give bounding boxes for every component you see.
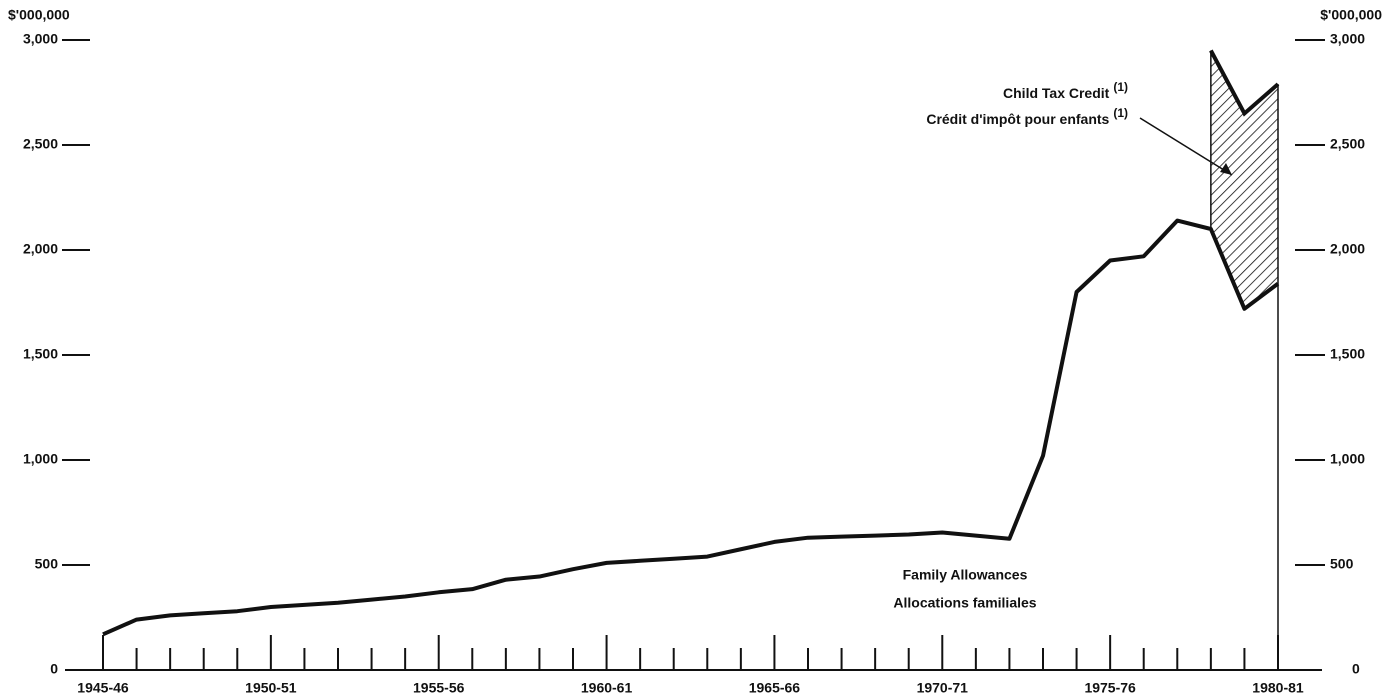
series-label: Allocations familiales [893,595,1036,611]
series-label: Child Tax Credit (1) [1003,80,1128,101]
y-tick-label: 1,000 [23,451,58,467]
y2-tick-label: 0 [1352,661,1360,677]
tax-credit-area [1210,50,1278,309]
series-name: Crédit d'impôt pour enfants [926,111,1109,127]
x-tick-label: 1950-51 [245,680,297,696]
y2-tick-label: 1,500 [1330,346,1365,362]
series-label: Family Allowances [903,567,1028,583]
series-label: Crédit d'impôt pour enfants (1) [926,106,1128,127]
series-note: (1) [1113,106,1128,120]
x-tick-label: 1955-56 [413,680,465,696]
x-tick-label: 1975-76 [1084,680,1136,696]
x-tick-label: 1970-71 [917,680,969,696]
y2-tick-label: 3,000 [1330,31,1365,47]
y-tick-label: 500 [35,556,59,572]
x-tick-label: 1965-66 [749,680,801,696]
x-tick-label: 1960-61 [581,680,633,696]
y-tick-label: 1,500 [23,346,58,362]
y2-tick-label: 2,000 [1330,241,1365,257]
y-tick-label: 2,000 [23,241,58,257]
y-axis-label: $'000,000 [8,7,70,23]
y2-tick-label: 500 [1330,556,1354,572]
x-tick-label: 1945-46 [77,680,129,696]
family-allowances-line [102,218,1280,637]
y2-tick-label: 1,000 [1330,451,1365,467]
y2-axis-label: $'000,000 [1320,7,1382,23]
y-tick-label: 3,000 [23,31,58,47]
x-tick-label: 1980-81 [1252,680,1304,696]
y-tick-label: 2,500 [23,136,58,152]
series-name: Child Tax Credit [1003,85,1110,101]
series-note: (1) [1113,80,1128,94]
tax-credit-line [1209,49,1280,117]
y2-tick-label: 2,500 [1330,136,1365,152]
y-tick-label: 0 [50,661,58,677]
